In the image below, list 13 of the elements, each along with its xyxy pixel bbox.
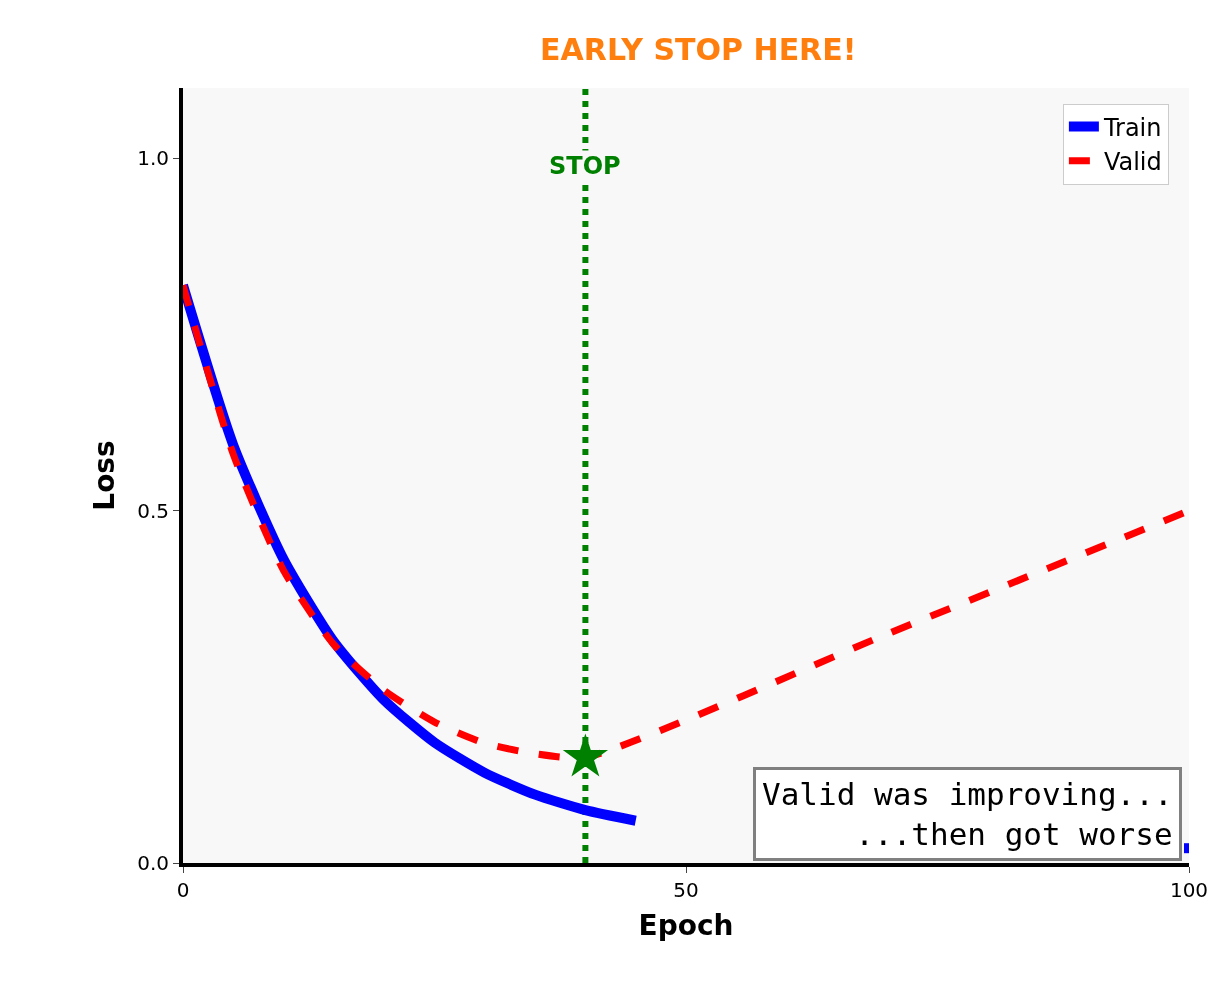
legend-label: Train: [1102, 113, 1162, 142]
x-tick-label: 50: [673, 878, 699, 902]
x-tick-label: 100: [1169, 878, 1209, 902]
y-tick-label: 0.5: [137, 498, 169, 523]
y-tick-label: 0.0: [137, 851, 169, 875]
y-axis-title: Loss: [88, 440, 122, 511]
x-axis-title: Epoch: [638, 908, 734, 942]
x-tick-label: 0: [176, 878, 190, 902]
annotation: Valid was improving... ...then got worse: [762, 776, 1173, 853]
y-tick-label: 1.0: [137, 146, 169, 171]
legend-label: Valid: [1103, 148, 1162, 177]
chart-title: EARLY STOP HERE!: [540, 31, 857, 67]
ref-line-label: STOP: [549, 152, 621, 180]
